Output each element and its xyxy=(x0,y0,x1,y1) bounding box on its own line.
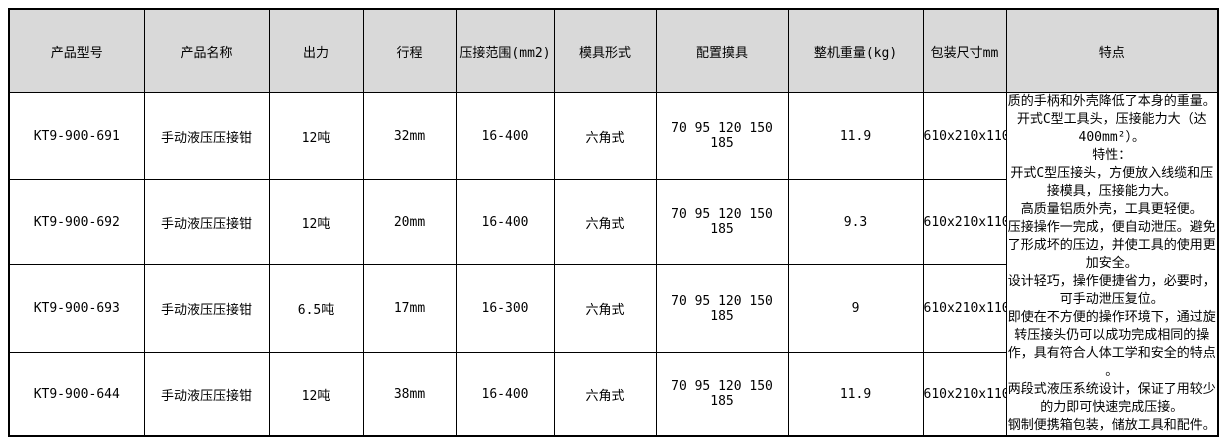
cell-range: 16-400 xyxy=(455,179,555,266)
col-header-package: 包装尺寸mm xyxy=(922,8,1007,93)
table-row: KT9-900-691 手动液压压接钳 12吨 32mm 16-400 六角式 … xyxy=(8,91,1219,437)
cell-stroke: 20mm xyxy=(362,179,457,266)
cell-range: 16-400 xyxy=(455,91,555,181)
cell-dies: 70 95 120 150 185 xyxy=(655,352,789,437)
header-row: 产品型号 产品名称 出力 行程 压接范围(mm2) 模具形式 配置摸具 整机重量… xyxy=(8,8,1219,93)
cell-output: 12吨 xyxy=(268,352,364,437)
cell-dies: 70 95 120 150 185 xyxy=(655,91,789,181)
col-header-name: 产品名称 xyxy=(143,8,270,93)
cell-model: KT9-900-644 xyxy=(8,352,145,437)
cell-range: 16-300 xyxy=(455,264,555,354)
col-header-stroke: 行程 xyxy=(362,8,457,93)
cell-weight: 9.3 xyxy=(787,179,924,266)
cell-package: 610x210x110 xyxy=(922,352,1007,437)
col-header-model: 产品型号 xyxy=(8,8,145,93)
col-header-features: 特点 xyxy=(1005,8,1219,93)
cell-stroke: 38mm xyxy=(362,352,457,437)
cell-dies: 70 95 120 150 185 xyxy=(655,264,789,354)
cell-die-form: 六角式 xyxy=(553,352,657,437)
cell-package: 610x210x110 xyxy=(922,264,1007,354)
cell-die-form: 六角式 xyxy=(553,179,657,266)
cell-name: 手动液压压接钳 xyxy=(143,179,270,266)
col-header-weight: 整机重量(kg) xyxy=(787,8,924,93)
cell-output: 6.5吨 xyxy=(268,264,364,354)
cell-range: 16-400 xyxy=(455,352,555,437)
cell-die-form: 六角式 xyxy=(553,91,657,181)
cell-weight: 11.9 xyxy=(787,91,924,181)
cell-dies: 70 95 120 150 185 xyxy=(655,179,789,266)
cell-output: 12吨 xyxy=(268,179,364,266)
cell-output: 12吨 xyxy=(268,91,364,181)
cell-weight: 9 xyxy=(787,264,924,354)
cell-model: KT9-900-693 xyxy=(8,264,145,354)
cell-features: 质的手柄和外壳降低了本身的重量。 开式C型工具头，压接能力大（达 400mm²）… xyxy=(1005,92,1219,437)
table-row: KT9-900-644 手动液压压接钳 12吨 38mm 16-400 六角式 … xyxy=(8,352,1218,437)
cell-name: 手动液压压接钳 xyxy=(143,264,270,354)
cell-name: 手动液压压接钳 xyxy=(143,352,270,437)
cell-die-form: 六角式 xyxy=(553,264,657,354)
col-header-dies: 配置摸具 xyxy=(655,8,789,93)
cell-name: 手动液压压接钳 xyxy=(143,91,270,181)
col-header-die-form: 模具形式 xyxy=(553,8,657,93)
cell-stroke: 17mm xyxy=(362,264,457,354)
cell-package: 610x210x110 xyxy=(922,91,1007,181)
cell-model: KT9-900-692 xyxy=(8,179,145,266)
cell-model: KT9-900-691 xyxy=(8,91,145,181)
cell-package: 610x210x110 xyxy=(922,179,1007,266)
col-header-range: 压接范围(mm2) xyxy=(455,8,555,93)
table-row: KT9-900-692 手动液压压接钳 12吨 20mm 16-400 六角式 … xyxy=(8,179,1218,266)
cell-stroke: 32mm xyxy=(362,91,457,181)
cell-weight: 11.9 xyxy=(787,352,924,437)
col-header-output: 出力 xyxy=(268,8,364,93)
product-spec-table: 产品型号 产品名称 出力 行程 压接范围(mm2) 模具形式 配置摸具 整机重量… xyxy=(8,8,1219,437)
